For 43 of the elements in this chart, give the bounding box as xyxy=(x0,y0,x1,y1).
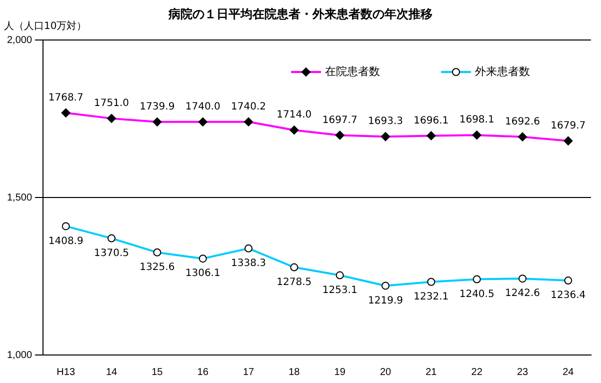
x-tick-label: 22 xyxy=(471,366,483,378)
data-label: 1370.5 xyxy=(94,248,130,259)
x-tick-label: 21 xyxy=(426,366,438,378)
data-label: 1278.5 xyxy=(276,276,312,288)
data-label: 1240.5 xyxy=(459,288,494,300)
chart-title: 病院の１日平均在院患者・外来患者数の年次推移 xyxy=(168,7,432,21)
legend-label: 外来患者数 xyxy=(475,64,530,78)
data-label: 1696.1 xyxy=(414,115,449,126)
data-label: 1693.3 xyxy=(368,116,404,128)
y-tick-label: 1,500 xyxy=(6,192,32,204)
y-tick-label: 1,000 xyxy=(6,350,32,361)
data-label: 1697.7 xyxy=(322,114,358,126)
x-tick-label: 23 xyxy=(516,366,528,378)
y-tick-label: 2,000 xyxy=(6,34,32,46)
x-tick-label: 16 xyxy=(197,366,209,378)
data-label: 1325.6 xyxy=(140,262,175,274)
data-label: 1768.7 xyxy=(48,92,84,104)
data-label: 1306.1 xyxy=(185,268,220,280)
data-label: 1232.1 xyxy=(414,291,449,302)
data-label: 1408.9 xyxy=(48,236,84,247)
data-label: 1219.9 xyxy=(368,295,404,306)
x-tick-label: 18 xyxy=(288,366,300,378)
data-label: 1739.9 xyxy=(140,102,175,113)
data-label: 1338.3 xyxy=(231,258,266,270)
data-label: 1740.2 xyxy=(231,101,266,112)
data-label: 1740.0 xyxy=(185,101,220,112)
data-label: 1751.0 xyxy=(94,98,130,110)
x-tick-label: 20 xyxy=(380,366,392,378)
data-label: 1679.7 xyxy=(550,120,586,132)
data-label: 1714.0 xyxy=(276,110,312,121)
x-tick-label: 24 xyxy=(562,366,574,378)
legend-label: 在院患者数 xyxy=(325,64,380,78)
x-tick-label: 17 xyxy=(242,366,255,378)
y-axis-title: 人（人口10万対） xyxy=(4,20,87,33)
data-label: 1253.1 xyxy=(322,284,358,296)
data-label: 1236.4 xyxy=(550,290,586,302)
x-tick-label: 14 xyxy=(106,366,118,378)
x-tick-label: H13 xyxy=(56,366,76,378)
data-label: 1698.1 xyxy=(459,114,494,126)
data-label: 1692.6 xyxy=(505,116,540,128)
x-tick-label: 15 xyxy=(152,366,164,378)
data-label: 1242.6 xyxy=(505,288,540,300)
x-tick-label: 19 xyxy=(334,366,346,378)
